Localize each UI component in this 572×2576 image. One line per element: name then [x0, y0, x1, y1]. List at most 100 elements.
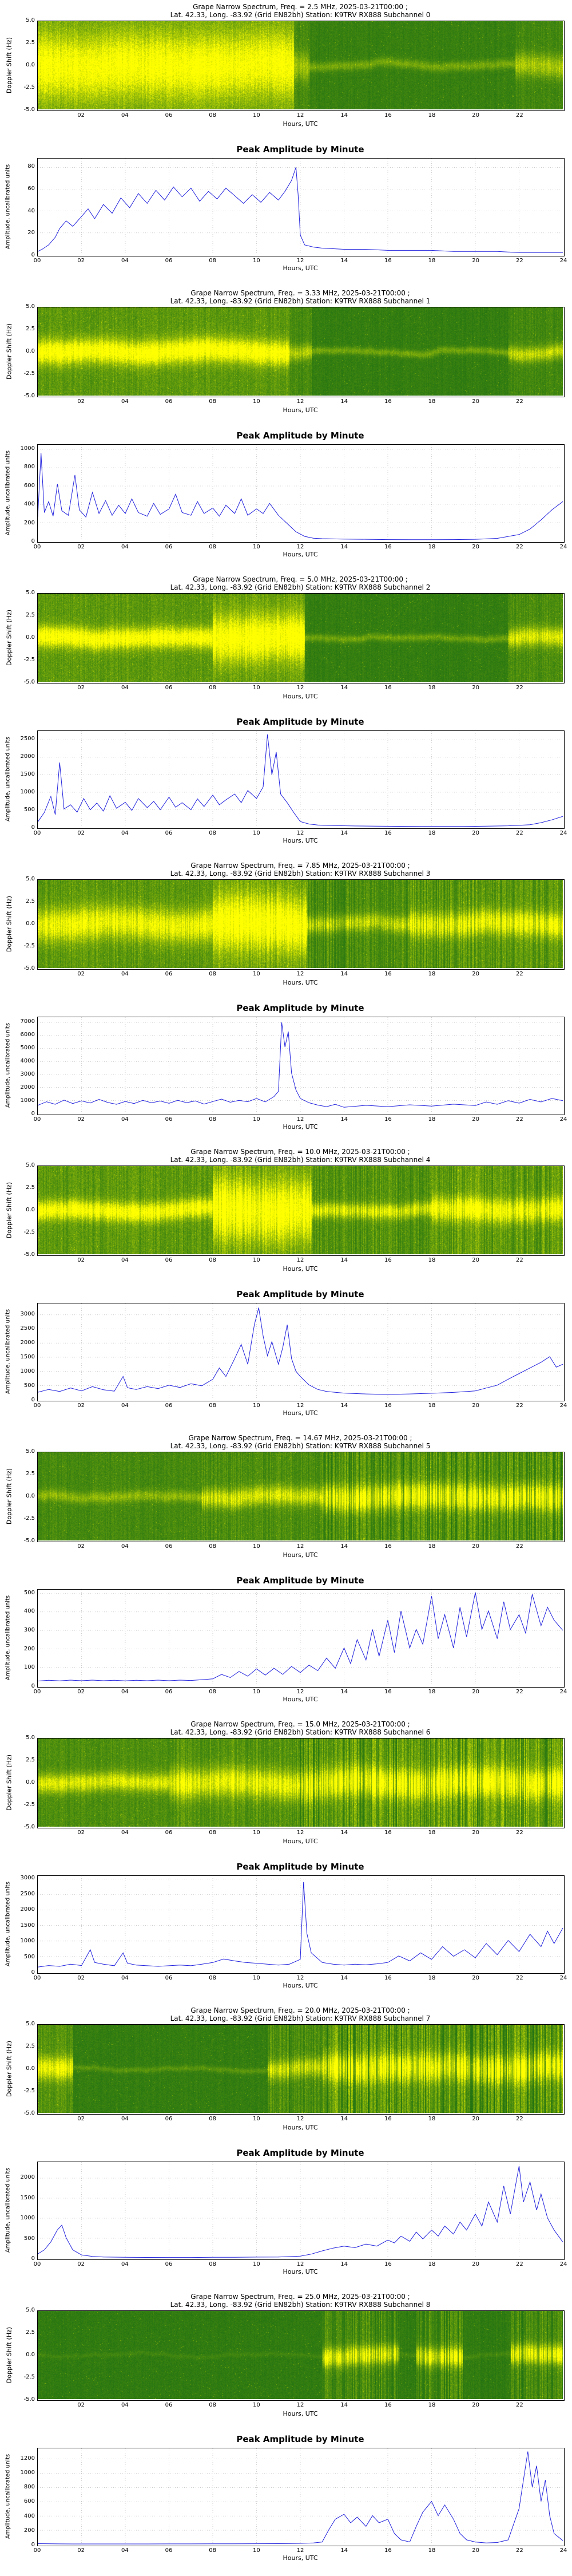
x-tick-label: 10 [252, 1543, 260, 1550]
amplitude-plot [37, 1589, 565, 1688]
x-tick-label: 22 [515, 398, 523, 405]
x-tick-label: 02 [77, 1830, 85, 1836]
spectrogram-title-line2: Lat. 42.33, Long. -83.92 (Grid EN82bh) S… [170, 870, 431, 878]
spectrogram-figure: Grape Narrow Spectrum, Freq. = 15.0 MHz,… [0, 1717, 572, 1860]
x-tick-label: 14 [340, 2402, 348, 2408]
x-tick-label: 02 [77, 685, 85, 691]
spectrogram-ylabel: Doppler Shift (Hz) [5, 895, 13, 953]
amplitude-xlabel: Hours, UTC [283, 1982, 318, 1989]
amplitude-xlabel: Hours, UTC [283, 2554, 318, 2562]
x-tick-label: 06 [165, 112, 173, 118]
x-tick-label: 10 [252, 830, 260, 836]
subchannel-panel-3: Grape Narrow Spectrum, Freq. = 7.85 MHz,… [0, 859, 572, 1145]
x-tick-label: 16 [384, 2116, 392, 2122]
x-tick-label: 16 [384, 1257, 392, 1263]
x-tick-label: 06 [165, 2402, 173, 2408]
x-tick-label: 08 [209, 1689, 217, 1695]
spectrogram-figure: Grape Narrow Spectrum, Freq. = 2.5 MHz, … [0, 0, 572, 143]
subchannel-panel-6: Grape Narrow Spectrum, Freq. = 15.0 MHz,… [0, 1717, 572, 2004]
x-tick-label: 08 [209, 2116, 217, 2122]
x-tick-label: 20 [472, 1689, 480, 1695]
x-tick-label: 06 [165, 830, 173, 836]
x-tick-label: 10 [252, 398, 260, 405]
y-tick-label: 0 [31, 1111, 35, 1117]
x-tick-label: 06 [165, 1402, 173, 1409]
x-tick-label: 20 [472, 258, 480, 264]
x-tick-label: 02 [77, 2547, 85, 2554]
spectrogram-title-line1: Grape Narrow Spectrum, Freq. = 10.0 MHz,… [190, 1148, 410, 1156]
spectrogram-plot [37, 1165, 565, 1256]
x-tick-label: 04 [121, 1543, 129, 1550]
x-tick-label: 04 [121, 2402, 129, 2408]
x-tick-label: 06 [165, 544, 173, 550]
x-tick-label: 12 [296, 1402, 304, 1409]
x-tick-label: 22 [515, 685, 523, 691]
amplitude-ylabel: Amplitude, uncalibrated units [5, 1595, 11, 1681]
x-tick-label: 18 [428, 1543, 436, 1550]
amplitude-series-line [38, 2166, 563, 2258]
x-tick-label: 20 [472, 398, 480, 405]
x-tick-label: 16 [384, 1116, 392, 1123]
x-tick-label: 18 [428, 398, 436, 405]
spectrogram-image [38, 1452, 563, 1540]
x-tick-label: 12 [296, 398, 304, 405]
x-tick-label: 04 [121, 2547, 129, 2554]
subchannel-panel-8: Grape Narrow Spectrum, Freq. = 25.0 MHz,… [0, 2290, 572, 2576]
x-tick-label: 04 [121, 1116, 129, 1123]
y-tick-label: 0 [31, 1397, 35, 1403]
x-tick-label: 20 [472, 1116, 480, 1123]
amplitude-series-line [38, 1307, 563, 1395]
x-tick-label: 02 [77, 1116, 85, 1123]
x-tick-label: 02 [77, 258, 85, 264]
x-tick-label: 20 [472, 1830, 480, 1836]
x-tick-label: 16 [384, 544, 392, 550]
amplitude-series-line [38, 453, 563, 540]
y-tick-label: 0 [31, 252, 35, 258]
x-tick-label: 00 [33, 1975, 41, 1981]
amplitude-plot [37, 2448, 565, 2546]
amplitude-figure: Peak Amplitude by Minute Amplitude, unca… [0, 429, 572, 572]
x-tick-label: 02 [77, 2116, 85, 2122]
amplitude-series-line [38, 167, 563, 253]
x-tick-label: 12 [296, 258, 304, 264]
x-tick-label: 06 [165, 1975, 173, 1981]
x-tick-label: 18 [428, 1689, 436, 1695]
x-tick-label: 06 [165, 1257, 173, 1263]
y-tick-label: 0 [31, 824, 35, 831]
amplitude-xlabel: Hours, UTC [283, 837, 318, 844]
x-tick-label: 08 [209, 971, 217, 977]
x-tick-label: 16 [384, 398, 392, 405]
x-tick-label: 10 [252, 2261, 260, 2267]
x-tick-label: 18 [428, 2116, 436, 2122]
x-tick-label: 10 [252, 2547, 260, 2554]
x-tick-label: 14 [340, 544, 348, 550]
x-tick-label: 16 [384, 1543, 392, 1550]
x-tick-label: 14 [340, 2261, 348, 2267]
x-tick-label: 18 [428, 258, 436, 264]
x-tick-label: 14 [340, 2116, 348, 2122]
x-tick-label: 04 [121, 1402, 129, 1409]
x-tick-label: 22 [515, 1975, 523, 1981]
x-tick-label: 14 [340, 112, 348, 118]
x-tick-label: 16 [384, 685, 392, 691]
spectrogram-image [38, 307, 563, 396]
x-tick-label: 12 [296, 1830, 304, 1836]
amplitude-chart [38, 159, 563, 255]
amplitude-ylabel: Amplitude, uncalibrated units [5, 1881, 11, 1967]
x-tick-label: 24 [559, 2547, 567, 2554]
spectrogram-xlabel: Hours, UTC [283, 2410, 318, 2417]
spectrogram-xlabel: Hours, UTC [283, 1265, 318, 1273]
spectrogram-figure: Grape Narrow Spectrum, Freq. = 3.33 MHz,… [0, 286, 572, 429]
x-tick-label: 20 [472, 1543, 480, 1550]
spectrogram-title-line1: Grape Narrow Spectrum, Freq. = 2.5 MHz, … [193, 3, 408, 11]
x-tick-label: 12 [296, 1116, 304, 1123]
subchannel-panel-1: Grape Narrow Spectrum, Freq. = 3.33 MHz,… [0, 286, 572, 572]
spectrogram-title-line1: Grape Narrow Spectrum, Freq. = 15.0 MHz,… [190, 1720, 410, 1728]
x-tick-label: 16 [384, 258, 392, 264]
amplitude-figure: Peak Amplitude by Minute Amplitude, unca… [0, 1574, 572, 1717]
x-tick-label: 04 [121, 544, 129, 550]
amplitude-chart [38, 445, 563, 541]
amplitude-plot [37, 444, 565, 543]
x-tick-label: 12 [296, 2116, 304, 2122]
y-tick-label: 5.0 [26, 1735, 35, 1741]
